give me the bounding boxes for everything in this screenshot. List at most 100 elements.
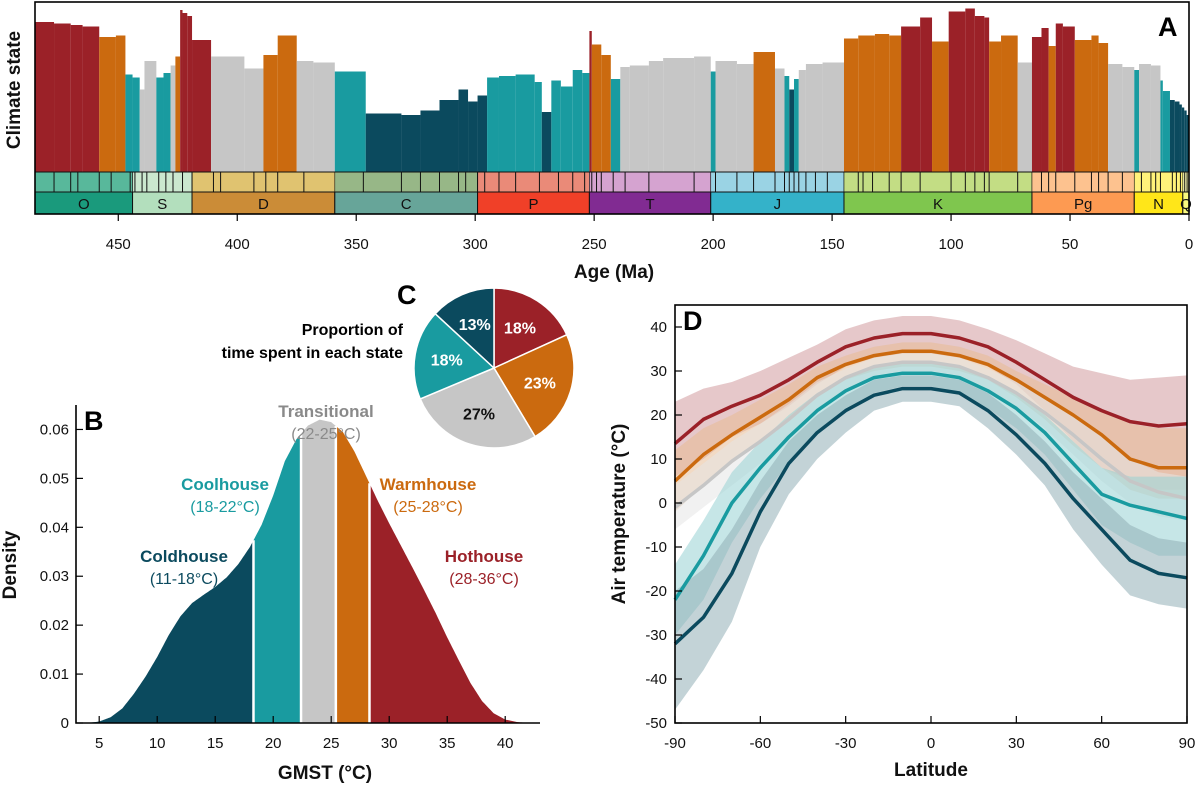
x-tick-label: 35 [439,735,456,752]
pie-label-coolhouse: 18% [431,353,463,370]
state-bar [805,64,823,172]
state-bar [1169,100,1175,172]
state-bar [139,89,145,172]
panel-d-latitudinal-temperature: -90 -60 -30 0 30 60 90 -50 -40 -30 -20 -10 0 10 20 30 40… [609,304,1195,781]
period-label: O [78,196,90,213]
stage-band [1182,171,1190,193]
panel-b-x-label: GMST (°C) [278,763,372,784]
state-bar [1062,26,1075,172]
period-label: Q [1180,196,1192,213]
state-bar [858,35,875,172]
x-tick-label: 60 [1093,735,1110,752]
state-bar [589,31,592,172]
state-bar [515,74,535,172]
pie-chart: 18% 23% 27% 18% 13% [413,287,575,449]
y-tick-label: 0 [61,715,69,732]
panel-b-gmst-density: 5 10 15 20 25 30 35 40 0 0.01 0.02 0.03 0.04 0.05 0.06… [0,402,540,784]
state-bar [889,35,902,172]
state-bar [965,8,975,172]
y-tick-label: 0.02 [40,617,69,634]
state-bar [620,67,630,172]
x-tick-label: 150 [820,236,845,253]
mean-temperature-lines [673,331,1188,646]
density-area-coolhouse [253,433,302,723]
state-bar [874,34,890,172]
state-bar [263,55,278,172]
state-bar [82,26,100,172]
hothouse-label: Hothouse [445,547,523,566]
state-bar [211,56,245,172]
panel-d-x-label: Latitude [894,760,968,781]
panel-d-y-label: Air temperature (°C) [609,424,630,605]
state-bar [534,82,542,172]
state-bar [984,17,990,172]
state-bar [115,35,126,172]
state-bar [1122,67,1135,172]
x-tick-label: 100 [939,236,964,253]
density-area-warmhouse [335,426,370,723]
band-hothouse [675,316,1187,490]
panel-d-letter: D [683,306,703,336]
pie-label-warmhouse: 23% [524,375,556,392]
band-transitional [675,353,1187,530]
state-bar [477,95,488,172]
state-bar [439,100,459,172]
pie-title-line-1: Proportion of [302,322,404,339]
pie-title-line-2: time spent in each state [222,345,403,362]
state-bar [541,112,552,172]
x-tick-label: 40 [497,735,514,752]
x-tick-label: -30 [835,735,857,752]
period-label: J [774,196,782,213]
x-tick-label: 0 [927,735,935,752]
state-bar [458,89,469,172]
state-bar [601,55,611,172]
uncertainty-bands [675,316,1187,710]
state-bar [798,70,806,172]
state-bar [663,58,695,172]
stage-band [1031,171,1135,193]
x-tick-label: -60 [749,735,771,752]
coldhouse-range: (11-18°C) [150,571,218,588]
line-coolhouse [673,371,1188,601]
state-bar [610,79,621,172]
stage-band [132,171,193,193]
state-bar [1055,23,1063,172]
state-bar [1001,35,1018,172]
x-tick-label: 450 [106,236,131,253]
panel-d-ticks: -90 -60 -30 0 30 60 90 -50 -40 -30 -20 -10 0 10 20 30 40 [645,319,1195,752]
state-bar [132,77,140,172]
period-label: C [401,196,412,213]
state-bar [753,52,775,172]
x-tick-label: 5 [95,735,103,752]
pie-label-coldhouse: 13% [459,317,491,334]
x-tick-label: 250 [582,236,607,253]
state-bar [560,86,573,172]
state-bar [420,110,440,172]
state-bar [1184,110,1187,172]
state-bar [99,37,116,172]
state-bar [70,25,83,172]
state-bar [1091,35,1099,172]
state-bar [468,101,478,172]
state-bar [715,61,737,172]
state-bar [774,68,785,172]
pie-slice-transitional [419,367,537,449]
y-tick-label: -20 [645,583,667,600]
warmhouse-range: (25-28°C) [393,499,463,516]
state-bar [1074,40,1092,172]
state-bar [125,74,133,172]
x-tick-label: 350 [344,236,369,253]
y-tick-label: 10 [650,451,667,468]
density-area-hothouse [369,483,529,723]
transitional-range: (22-25°C) [291,426,361,443]
panel-a-x-ticks: 450 400 350 300 250 200 150 100 50 0 [106,214,1193,253]
period-label: K [933,196,943,213]
state-bar [35,22,55,172]
panel-b-y-label: Density [0,530,21,599]
period-label: D [258,196,269,213]
y-tick-label: 20 [650,407,667,424]
state-bar [1186,115,1189,172]
period-label: T [645,196,654,213]
state-bar [192,40,212,172]
